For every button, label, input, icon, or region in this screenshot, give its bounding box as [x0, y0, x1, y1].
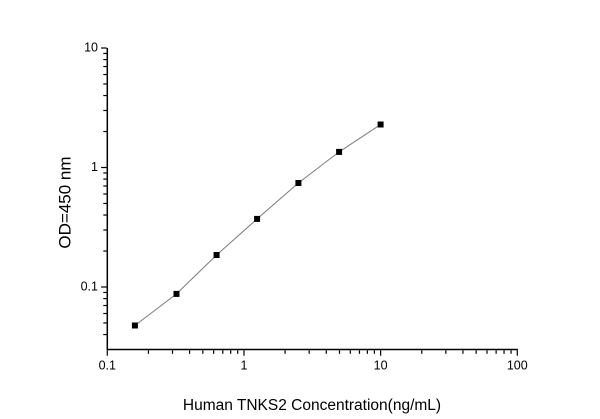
svg-text:1: 1	[241, 359, 248, 373]
svg-text:0.1: 0.1	[81, 280, 98, 294]
svg-text:1: 1	[91, 160, 98, 174]
svg-text:OD=450 nm: OD=450 nm	[56, 156, 75, 248]
svg-text:10: 10	[84, 41, 98, 55]
svg-text:0.1: 0.1	[99, 359, 116, 373]
svg-text:100: 100	[507, 359, 528, 373]
svg-text:10: 10	[374, 359, 388, 373]
svg-text:Human TNKS2 Concentration(ng/m: Human TNKS2 Concentration(ng/mL)	[183, 397, 441, 414]
